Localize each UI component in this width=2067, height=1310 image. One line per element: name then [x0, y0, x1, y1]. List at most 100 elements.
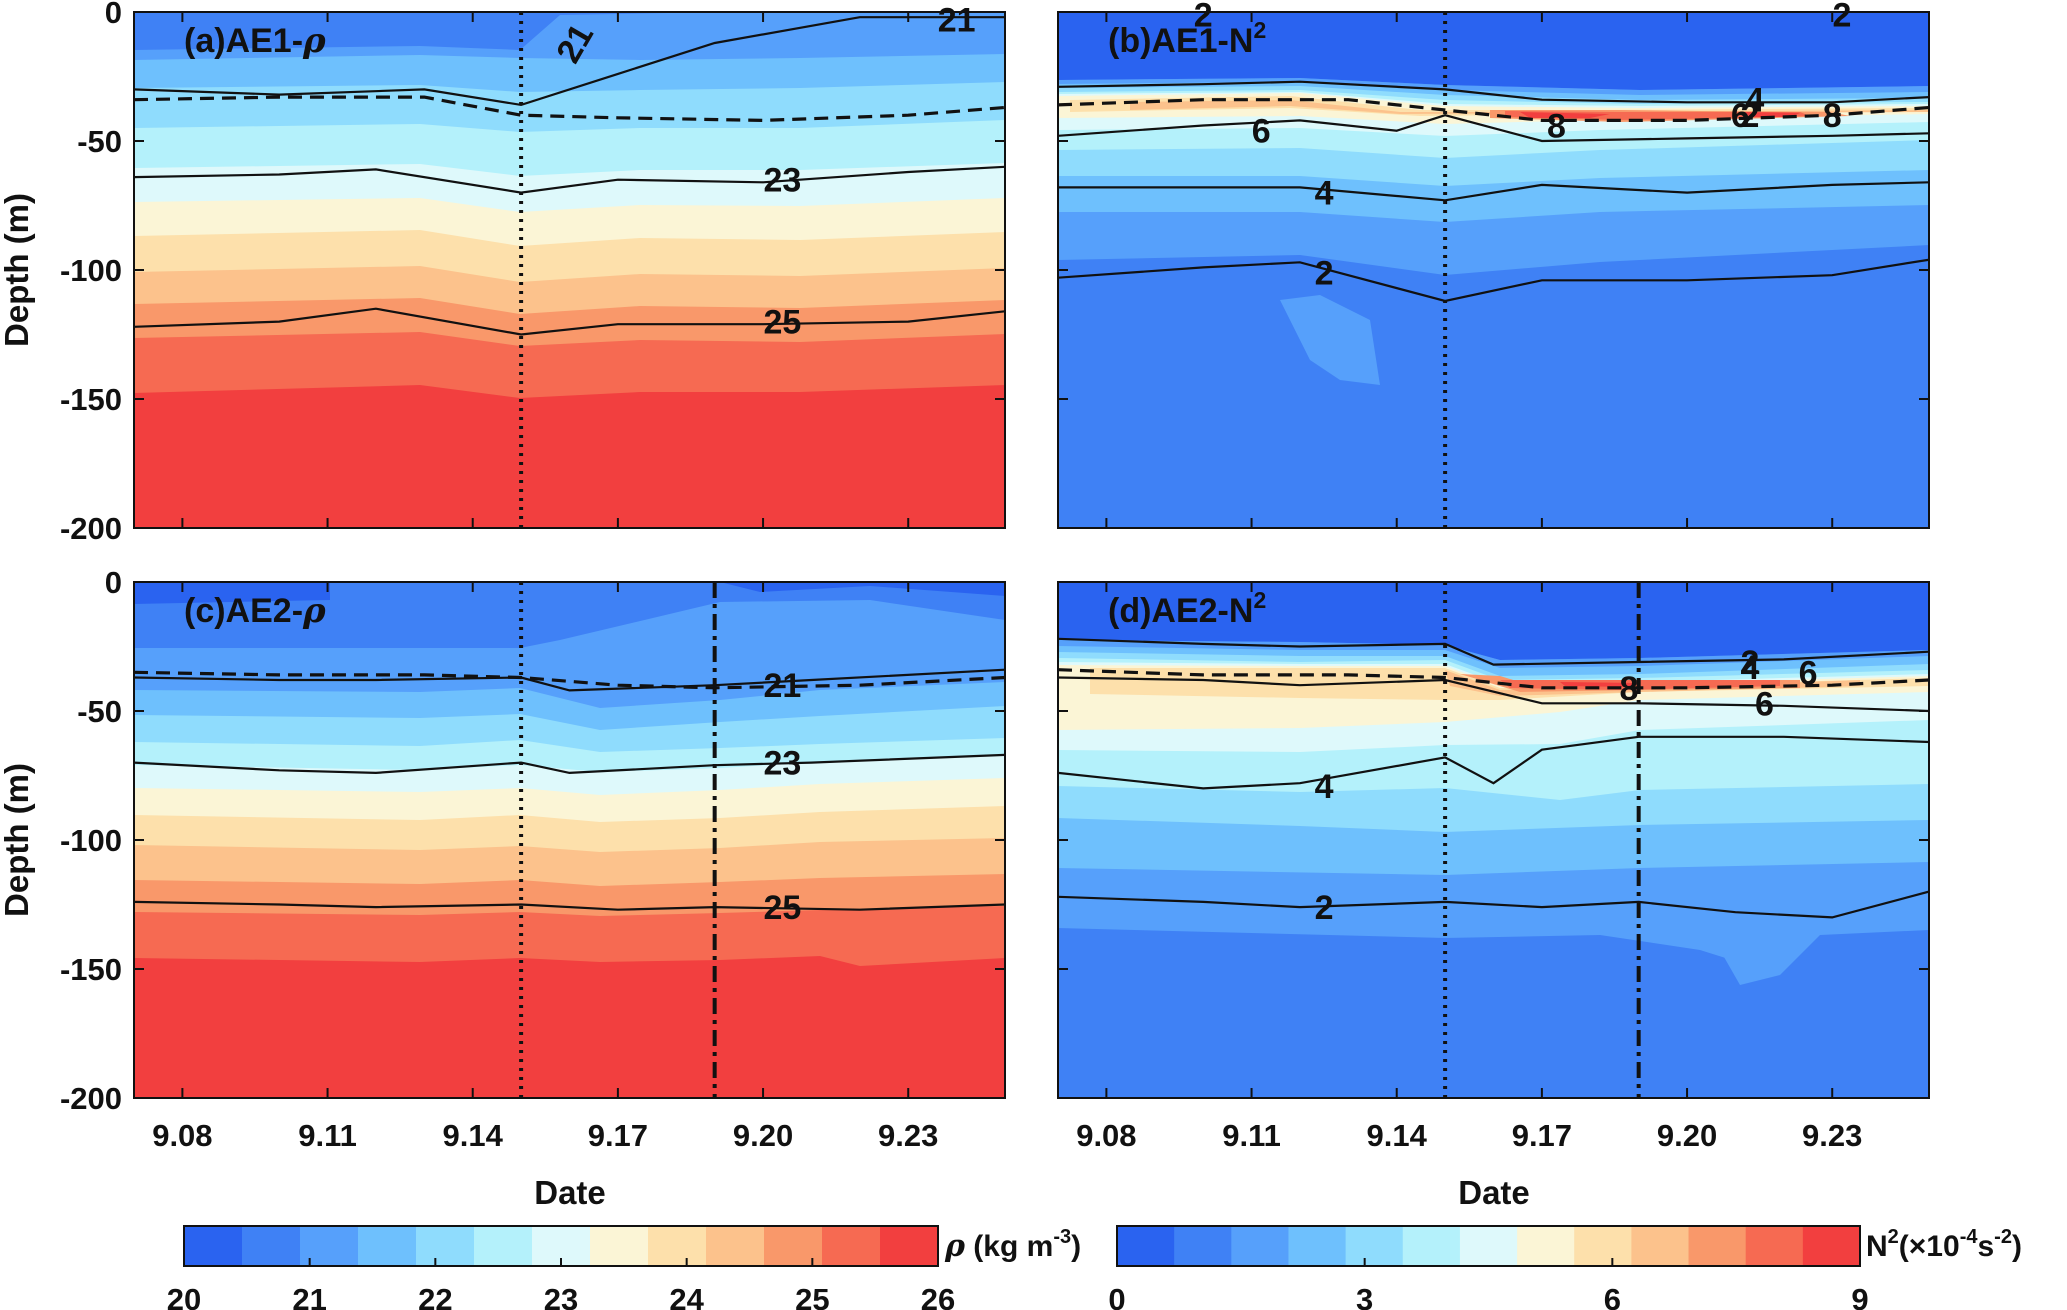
panel-b-lines — [1058, 12, 1929, 528]
panel-c-ytick-label-2: -100 — [60, 823, 122, 858]
panel-d-lines — [1058, 582, 1929, 1098]
colorbar-n2-swatch-8 — [1574, 1226, 1632, 1266]
panel-c-contour-25-2 — [134, 900, 1005, 911]
colorbar-n2-tick-label-0: 0 — [1108, 1282, 1125, 1310]
panel-b-contour-6-1 — [1058, 114, 1929, 143]
panel-c-band-20-5 — [134, 582, 1005, 648]
panel-b-title: (b)AE1-N2 — [1108, 17, 1266, 60]
panel-b-contour-label-6: 4 — [1745, 82, 1764, 120]
panel-d-xtick-label-4: 9.20 — [1657, 1118, 1717, 1153]
panel-d-band-6 — [1090, 668, 1929, 700]
overlays: 0 -50 -100 -150 -200 0 -50 -100 -150 -200 9.08 9.11… — [60, 0, 1930, 1153]
panel-a-contour-label-3: 25 — [763, 304, 801, 342]
panel-b-band-6-5 — [1130, 100, 1929, 114]
panel-a-lines — [134, 12, 1005, 528]
panel-c-xtick-label-0: 9.08 — [152, 1118, 212, 1153]
panel-c-field — [134, 582, 1005, 1098]
panel-c-ytick-label-0: 0 — [105, 565, 122, 600]
panel-c-ytick-label-3: -150 — [60, 952, 122, 987]
panel-c-xtick-label-3: 9.17 — [588, 1118, 648, 1153]
colorbar-rho-swatch-12 — [880, 1226, 939, 1266]
panel-c-contour-label-0: 21 — [763, 667, 801, 705]
colorbar-rho-tick-label-3: 23 — [544, 1282, 578, 1310]
panel-d-contour-label-5: 4 — [1741, 649, 1760, 687]
panel-b-contour-label-2: 2 — [1832, 0, 1851, 35]
panel-d-band-9 — [1560, 682, 1640, 687]
panel-c-xtick-label-5: 9.23 — [878, 1118, 938, 1153]
panel-b-contour-label-8: 4 — [1315, 175, 1334, 213]
panel-d-xtick-label-3: 9.17 — [1512, 1118, 1572, 1153]
panel-a-contour-label-1: 21 — [938, 2, 976, 40]
panel-a-contour-label-2: 23 — [763, 162, 801, 200]
panel-c-contour-label-1: 23 — [763, 745, 801, 783]
panel-b-contour-label-0: 2 — [1194, 0, 1213, 35]
panel-d-band-surface — [1058, 582, 1929, 660]
colorbar-n2-swatch-12 — [1802, 1226, 1861, 1266]
colorbar-rho: 20 21 22 23 24 25 26 — [167, 1225, 955, 1310]
panel-c-band-26 — [134, 956, 1005, 1098]
colorbar-rho-swatch-3 — [358, 1226, 417, 1266]
colorbar-rho-tick-label-6: 26 — [921, 1282, 955, 1310]
colorbar-n2-swatch-4 — [1345, 1226, 1404, 1266]
colorbar-rho-swatch-4 — [416, 1226, 475, 1266]
colorbar-n2-swatch-1 — [1174, 1226, 1232, 1266]
panel-a — [134, 12, 1005, 528]
colorbar-rho-unit: ρ (kg m-3) — [944, 1226, 1081, 1264]
panel-d-mixed-layer-depth — [1058, 668, 1929, 690]
colorbar-rho-tick-label-2: 22 — [418, 1282, 452, 1310]
colorbar-rho-swatch-8 — [648, 1226, 707, 1266]
panel-b-contour-2-0 — [1058, 80, 1929, 104]
panel-b-contour-label-4: 8 — [1547, 108, 1566, 146]
panel-d-xtick-label-2: 9.14 — [1367, 1118, 1428, 1153]
panel-d-title: (d)AE2-N2 — [1108, 587, 1266, 630]
panel-b — [1058, 12, 1929, 528]
panel-c-band-20b — [720, 582, 1005, 596]
colorbar-rho-swatch-0 — [184, 1226, 243, 1266]
panel-c-xlabel: Date — [534, 1174, 606, 1211]
panel-c — [134, 582, 1005, 1098]
colorbar-rho-tick-label-4: 24 — [669, 1282, 704, 1310]
panel-c-ytick-label-1: -50 — [77, 694, 122, 729]
panel-b-band-surface — [1058, 12, 1929, 90]
panel-a-band-26 — [134, 385, 1005, 528]
panel-b-contour-label-7: 8 — [1823, 97, 1842, 135]
panel-b-band-patch — [1280, 295, 1380, 385]
colorbar-n2-swatch-3 — [1288, 1226, 1347, 1266]
panel-a-mixed-layer-depth — [134, 95, 1005, 123]
panel-a-contour-21-0 — [134, 16, 1005, 107]
colorbar-rho-swatch-7 — [590, 1226, 649, 1266]
colorbar-rho-swatch-1 — [242, 1226, 301, 1266]
panel-b-field — [1058, 12, 1929, 528]
panel-d-xtick-label-0: 9.08 — [1076, 1118, 1136, 1153]
panel-d-xtick-label-1: 9.11 — [1222, 1118, 1281, 1153]
colorbar-n2-swatch-0 — [1117, 1226, 1175, 1266]
panel-c-contour-21-0 — [134, 668, 1005, 692]
panel-b-contour-label-5: 6 — [1731, 97, 1750, 135]
panel-c-xtick-label-2: 9.14 — [443, 1118, 504, 1153]
colorbar-rho-swatch-10 — [764, 1226, 823, 1266]
colorbar-n2-swatch-11 — [1745, 1226, 1804, 1266]
panel-d-contour-4-2 — [1058, 735, 1929, 790]
colorbar-n2-swatch-10 — [1688, 1226, 1747, 1266]
colorbar-rho-swatch-11 — [822, 1226, 881, 1266]
panel-a-contour-23-1 — [134, 165, 1005, 194]
colorbar-n2: 0 3 6 9 — [1108, 1225, 1869, 1310]
colorbar-n2-unit: N2(×10-4s-2) — [1866, 1226, 2022, 1263]
colorbar-n2-tick-label-2: 6 — [1604, 1282, 1621, 1310]
panel-b-contour-label-3: 6 — [1252, 113, 1271, 151]
panel-d-contour-label-4: 6 — [1755, 685, 1774, 723]
colorbar-n2-tick-label-3: 9 — [1851, 1282, 1868, 1310]
panel-b-contour-label-1: 2 — [1741, 97, 1760, 135]
panel-c-xtick-label-1: 9.11 — [298, 1118, 357, 1153]
panel-d-contour-label-0: 2 — [1315, 889, 1334, 927]
panel-d-contour-2-0 — [1058, 637, 1929, 666]
panel-b-contour-2-3 — [1058, 258, 1929, 303]
panel-b-contour-label-9: 2 — [1315, 255, 1334, 293]
colorbar-n2-frame — [1116, 1225, 1861, 1267]
panel-d — [1058, 582, 1929, 1098]
panel-c-contour-23-1 — [134, 753, 1005, 775]
panel-b-contour-4-2 — [1058, 181, 1929, 202]
panel-a-band-20-5 — [134, 12, 1005, 50]
colorbar-rho-tick-label-0: 20 — [167, 1282, 201, 1310]
panel-a-ytick-label-3: -150 — [60, 382, 122, 417]
